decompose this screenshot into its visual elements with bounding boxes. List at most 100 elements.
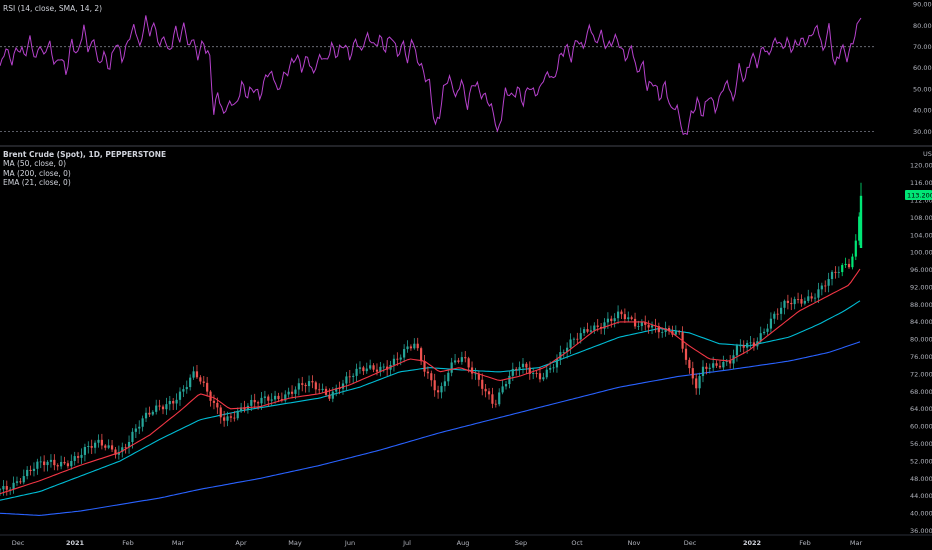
candle	[515, 366, 518, 376]
candle	[749, 335, 752, 349]
candle	[311, 375, 314, 389]
candle	[786, 294, 789, 310]
candle	[433, 373, 436, 397]
legend-ma50[interactable]: MA (50, close, 0)	[3, 159, 67, 169]
candle	[501, 379, 504, 395]
candle	[705, 362, 708, 375]
candle	[854, 234, 857, 261]
legend-ema21[interactable]: EMA (21, close, 0)	[3, 177, 71, 187]
candle	[114, 447, 117, 459]
candle	[43, 455, 46, 472]
candle	[372, 363, 375, 373]
candle	[640, 319, 643, 331]
candle	[307, 375, 311, 393]
candle	[467, 356, 470, 373]
time-tick-label: Oct	[571, 539, 583, 547]
candle	[212, 394, 216, 410]
candle	[661, 327, 664, 338]
candle	[633, 312, 637, 329]
candle	[810, 292, 813, 302]
currency-label: USD	[923, 150, 932, 158]
candle	[858, 212, 861, 246]
price-tick-label: 64.000	[910, 405, 932, 413]
candle	[491, 387, 494, 409]
candle	[233, 411, 236, 422]
candle	[60, 455, 63, 470]
candle	[355, 363, 358, 382]
candle	[392, 354, 396, 372]
candle	[684, 343, 688, 365]
candle	[576, 332, 579, 345]
price-tick-label: 40.000	[910, 510, 932, 518]
candle	[487, 388, 491, 400]
time-tick-label: Aug	[457, 539, 470, 547]
candle	[406, 340, 409, 353]
candle	[650, 321, 654, 335]
candle	[134, 424, 137, 439]
candle	[783, 299, 786, 315]
price-axis[interactable]: 36.000 40.000 44.000 48.000 52.000 56.000 60.0…	[910, 150, 932, 535]
candle	[209, 390, 212, 407]
candle	[542, 372, 545, 382]
candle	[15, 476, 19, 486]
price-panel: 36.000 40.000 44.000 48.000 52.000 56.000 60.0…	[0, 150, 932, 535]
candle	[484, 384, 487, 398]
candle	[678, 330, 681, 335]
candle	[763, 328, 766, 335]
candle	[447, 369, 450, 386]
candle	[766, 323, 769, 335]
candle	[715, 360, 718, 369]
candle	[379, 361, 382, 377]
candle	[348, 370, 351, 384]
candle	[603, 318, 606, 335]
rsi-tick-label: 30.00	[913, 128, 932, 136]
candle	[725, 358, 728, 366]
time-axis[interactable]: Dec 2021 Feb Mar Apr May Jun Jul Aug Sep Oct Nov Dec…	[12, 539, 863, 547]
rsi-panel: 30.00 40.00 50.00 60.00 70.00 80.00 90.00	[0, 1, 932, 136]
candle	[681, 326, 684, 353]
candle	[273, 390, 277, 404]
candle	[535, 370, 538, 378]
price-tick-label: 80.000	[910, 336, 932, 344]
candle	[457, 357, 460, 364]
candle	[701, 360, 705, 383]
candle	[613, 313, 616, 328]
price-tick-label: 112.000	[910, 196, 932, 204]
candle	[389, 360, 392, 377]
candle	[155, 399, 158, 415]
candle	[253, 393, 256, 409]
rsi-legend[interactable]: RSI (14, close, SMA, 14, 2)	[3, 4, 102, 13]
candle	[813, 293, 817, 303]
candle	[250, 394, 253, 411]
candle	[290, 385, 294, 399]
candle	[436, 385, 440, 399]
last-price-value: 113.200	[907, 191, 932, 199]
time-tick-label: Apr	[235, 539, 247, 547]
candle	[498, 388, 501, 407]
candle	[175, 393, 178, 410]
candle	[12, 476, 15, 494]
candle	[732, 349, 735, 370]
candle	[790, 297, 793, 311]
candle	[803, 297, 806, 306]
price-tick-label: 76.000	[910, 353, 932, 361]
candle	[796, 292, 800, 304]
candle	[104, 444, 107, 451]
price-tick-label: 88.000	[910, 301, 932, 309]
candle	[260, 392, 263, 410]
candle	[29, 465, 32, 476]
candle	[226, 411, 229, 427]
candle	[695, 373, 698, 395]
candle	[627, 311, 630, 322]
price-tick-label: 52.000	[910, 457, 932, 465]
candle	[246, 403, 250, 414]
candle	[688, 357, 691, 374]
legend-ma200[interactable]: MA (200, close, 0)	[3, 168, 71, 178]
price-legend[interactable]: Brent Crude (Spot), 1D, PEPPERSTONE MA (…	[3, 150, 166, 187]
candle	[518, 361, 521, 376]
candle	[830, 270, 834, 286]
candle	[369, 359, 372, 370]
rsi-price-axis[interactable]: 30.00 40.00 50.00 60.00 70.00 80.00 90.00	[913, 1, 932, 136]
candle	[426, 366, 430, 379]
